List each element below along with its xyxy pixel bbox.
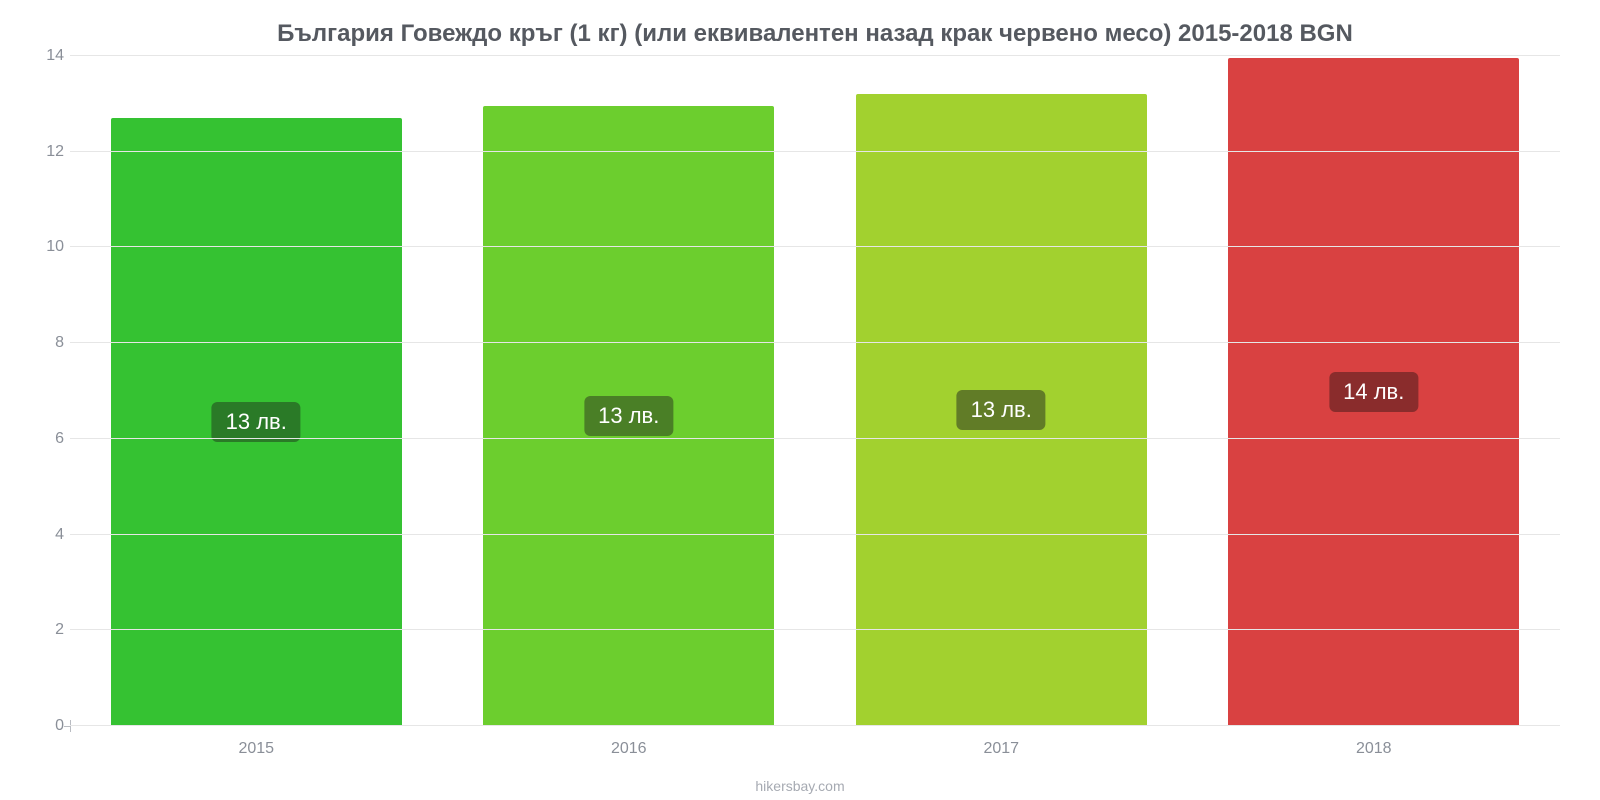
x-tick-label: 2017 bbox=[983, 740, 1019, 758]
y-tick-label: 14 bbox=[34, 47, 64, 65]
gridline bbox=[70, 534, 1560, 535]
x-tick-label: 2015 bbox=[238, 740, 274, 758]
gridline bbox=[70, 438, 1560, 439]
bar-value-badge: 14 лв. bbox=[1329, 372, 1418, 412]
gridline bbox=[70, 725, 1560, 726]
bar-value-badge: 13 лв. bbox=[957, 390, 1046, 430]
bar-value-badge: 13 лв. bbox=[584, 396, 673, 436]
x-tick-label: 2018 bbox=[1356, 740, 1392, 758]
baseline-tick bbox=[64, 726, 70, 727]
chart-container: България Говеждо кръг (1 кг) (или еквива… bbox=[0, 0, 1600, 800]
y-tick-label: 4 bbox=[34, 526, 64, 544]
gridline bbox=[70, 342, 1560, 343]
bar-slot: 13 лв. 2015 bbox=[70, 56, 443, 726]
bar-2018: 14 лв. bbox=[1228, 58, 1519, 726]
y-tick-label: 2 bbox=[34, 621, 64, 639]
bar-2015: 13 лв. bbox=[111, 118, 402, 726]
gridline bbox=[70, 629, 1560, 630]
y-tick-label: 10 bbox=[34, 238, 64, 256]
bars-row: 13 лв. 2015 13 лв. 2016 13 лв. 2017 14 л… bbox=[70, 56, 1560, 726]
gridline bbox=[70, 55, 1560, 56]
plot-area: 13 лв. 2015 13 лв. 2016 13 лв. 2017 14 л… bbox=[70, 56, 1560, 726]
y-tick-label: 8 bbox=[34, 334, 64, 352]
y-tick-label: 6 bbox=[34, 430, 64, 448]
bar-slot: 13 лв. 2017 bbox=[815, 56, 1188, 726]
y-tick-label: 12 bbox=[34, 143, 64, 161]
gridline bbox=[70, 246, 1560, 247]
gridline bbox=[70, 151, 1560, 152]
bar-value-badge: 13 лв. bbox=[212, 402, 301, 442]
y-tick-label: 0 bbox=[34, 717, 64, 735]
bar-slot: 13 лв. 2016 bbox=[443, 56, 816, 726]
chart-title: България Говеждо кръг (1 кг) (или еквива… bbox=[70, 20, 1560, 48]
chart-footer: hikersbay.com bbox=[0, 778, 1600, 794]
bar-2017: 13 лв. bbox=[856, 94, 1147, 726]
bar-slot: 14 лв. 2018 bbox=[1188, 56, 1561, 726]
bar-2016: 13 лв. bbox=[483, 106, 774, 726]
x-tick-label: 2016 bbox=[611, 740, 647, 758]
